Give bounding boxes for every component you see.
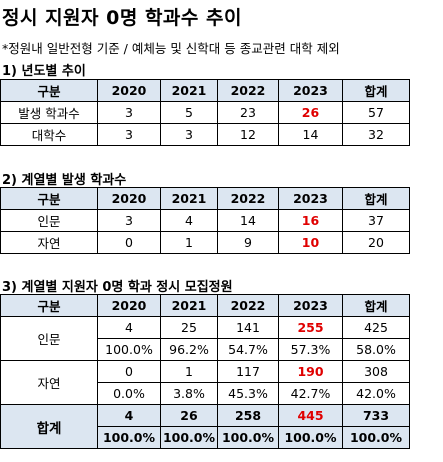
row-label-total: 합계 bbox=[0, 404, 98, 449]
header-year: 2021 bbox=[160, 294, 218, 317]
row-label: 대학수 bbox=[0, 123, 98, 146]
header-year: 2022 bbox=[217, 79, 279, 102]
cell-percent: 0.0% bbox=[97, 382, 161, 405]
row-label: 자연 bbox=[0, 360, 98, 405]
cell-value: 0 bbox=[97, 360, 161, 383]
section-3-title: 3) 계열별 지원자 0명 학과 정시 모집정원 bbox=[2, 280, 233, 295]
cell-percent: 100.0% bbox=[97, 338, 161, 361]
cell-percent: 45.3% bbox=[217, 382, 279, 405]
cell-total: 37 bbox=[342, 209, 410, 232]
quota-table: 구분 2020 2021 2022 2023 합계 인문 4 25 141 25… bbox=[0, 294, 410, 449]
cell-value: 141 bbox=[217, 316, 279, 339]
cell-value: 1 bbox=[160, 231, 218, 254]
cell-total: 425 bbox=[342, 316, 410, 339]
header-total: 합계 bbox=[342, 187, 410, 210]
cell-total: 32 bbox=[342, 123, 410, 146]
cell-percent: 100.0% bbox=[97, 426, 161, 449]
cell-value: 1 bbox=[160, 360, 218, 383]
page-title: 정시 지원자 0명 학과수 추이 bbox=[2, 7, 242, 29]
criteria-note: *정원내 일반전형 기준 / 예체능 및 신학대 등 종교관련 대학 제외 bbox=[2, 41, 340, 56]
cell-value-highlight: 445 bbox=[278, 404, 343, 427]
cell-value: 3 bbox=[97, 101, 161, 124]
table-header-row: 구분 2020 2021 2022 2023 합계 bbox=[0, 294, 410, 317]
cell-total: 20 bbox=[342, 231, 410, 254]
cell-value-highlight: 26 bbox=[278, 101, 343, 124]
yearly-trend-table: 구분 2020 2021 2022 2023 합계 발생 학과수 3 5 23 … bbox=[0, 79, 410, 146]
field-count-table: 구분 2020 2021 2022 2023 합계 인문 3 4 14 16 3… bbox=[0, 187, 410, 254]
cell-percent: 54.7% bbox=[217, 338, 279, 361]
section-2-title: 2) 계열별 발생 학과수 bbox=[2, 173, 127, 188]
cell-value: 9 bbox=[217, 231, 279, 254]
cell-percent: 57.3% bbox=[278, 338, 343, 361]
header-year: 2022 bbox=[217, 187, 279, 210]
cell-value: 258 bbox=[217, 404, 279, 427]
header-year: 2021 bbox=[160, 79, 218, 102]
row-label: 발생 학과수 bbox=[0, 101, 98, 124]
header-year: 2020 bbox=[97, 294, 161, 317]
table-row: 인문 3 4 14 16 37 bbox=[0, 209, 410, 232]
cell-value: 14 bbox=[217, 209, 279, 232]
header-year: 2020 bbox=[97, 79, 161, 102]
row-label: 자연 bbox=[0, 231, 98, 254]
header-total: 합계 bbox=[342, 79, 410, 102]
table-header-row: 구분 2020 2021 2022 2023 합계 bbox=[0, 187, 410, 210]
cell-value: 26 bbox=[160, 404, 218, 427]
header-label: 구분 bbox=[0, 187, 98, 210]
table-row: 자연 0 1 117 190 308 bbox=[0, 360, 410, 405]
header-year: 2022 bbox=[217, 294, 279, 317]
cell-percent: 100.0% bbox=[217, 426, 279, 449]
cell-value: 3 bbox=[97, 123, 161, 146]
cell-percent: 3.8% bbox=[160, 382, 218, 405]
header-label: 구분 bbox=[0, 294, 98, 317]
header-year: 2023 bbox=[278, 294, 343, 317]
table-row-percent: 100.0% 96.2% 54.7% 57.3% 58.0% bbox=[1, 338, 410, 361]
header-label: 구분 bbox=[0, 79, 98, 102]
cell-percent: 100.0% bbox=[160, 426, 218, 449]
cell-value-highlight: 190 bbox=[278, 360, 343, 383]
cell-value: 14 bbox=[278, 123, 343, 146]
cell-value: 0 bbox=[97, 231, 161, 254]
cell-value: 3 bbox=[160, 123, 218, 146]
cell-value-highlight: 255 bbox=[278, 316, 343, 339]
cell-total-percent: 100.0% bbox=[342, 426, 410, 449]
header-year: 2023 bbox=[278, 187, 343, 210]
cell-value-highlight: 10 bbox=[278, 231, 343, 254]
table-row: 대학수 3 3 12 14 32 bbox=[0, 123, 410, 146]
row-label: 인문 bbox=[0, 209, 98, 232]
cell-value-highlight: 16 bbox=[278, 209, 343, 232]
total-row: 합계 4 26 258 445 733 bbox=[0, 404, 410, 449]
row-label: 인문 bbox=[0, 316, 98, 361]
cell-value: 117 bbox=[217, 360, 279, 383]
cell-total: 733 bbox=[342, 404, 410, 427]
header-year: 2020 bbox=[97, 187, 161, 210]
cell-value: 3 bbox=[97, 209, 161, 232]
table-row: 발생 학과수 3 5 23 26 57 bbox=[0, 101, 410, 124]
cell-value: 4 bbox=[97, 404, 161, 427]
section-1-title: 1) 년도별 추이 bbox=[2, 64, 86, 79]
cell-total: 57 bbox=[342, 101, 410, 124]
cell-percent: 100.0% bbox=[278, 426, 343, 449]
header-year: 2021 bbox=[160, 187, 218, 210]
total-row-percent: 100.0% 100.0% 100.0% 100.0% 100.0% bbox=[1, 426, 410, 449]
cell-value: 4 bbox=[160, 209, 218, 232]
cell-percent: 96.2% bbox=[160, 338, 218, 361]
table-header-row: 구분 2020 2021 2022 2023 합계 bbox=[0, 79, 410, 102]
cell-value: 4 bbox=[97, 316, 161, 339]
cell-total: 308 bbox=[342, 360, 410, 383]
cell-value: 5 bbox=[160, 101, 218, 124]
header-total: 합계 bbox=[342, 294, 410, 317]
cell-percent: 42.7% bbox=[278, 382, 343, 405]
cell-total-percent: 42.0% bbox=[342, 382, 410, 405]
table-row: 자연 0 1 9 10 20 bbox=[0, 231, 410, 254]
table-row: 인문 4 25 141 255 425 bbox=[0, 316, 410, 361]
cell-value: 23 bbox=[217, 101, 279, 124]
cell-total-percent: 58.0% bbox=[342, 338, 410, 361]
cell-value: 25 bbox=[160, 316, 218, 339]
header-year: 2023 bbox=[278, 79, 343, 102]
cell-value: 12 bbox=[217, 123, 279, 146]
